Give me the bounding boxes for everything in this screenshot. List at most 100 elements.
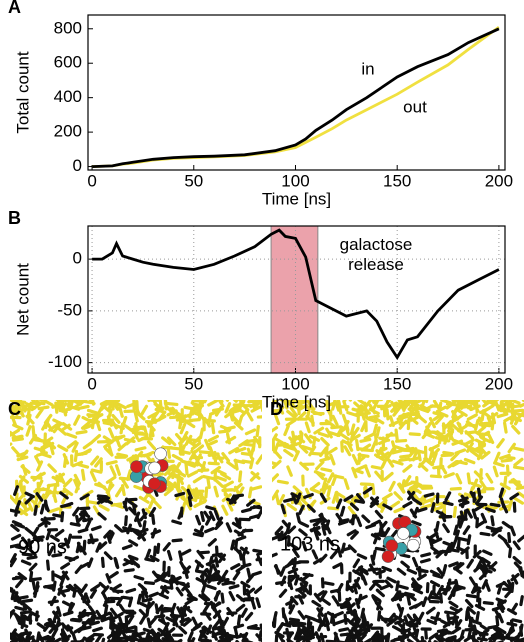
lipid-yellow — [511, 424, 521, 435]
lipid-black — [301, 540, 308, 552]
lipid-black — [77, 624, 87, 634]
lipid-black — [332, 562, 343, 570]
lipid-yellow — [61, 404, 68, 417]
lipid-black — [84, 633, 95, 642]
lipid-black — [287, 567, 299, 575]
lipid-black — [280, 503, 286, 515]
lipid-black — [135, 516, 142, 528]
lipid-black — [243, 596, 255, 601]
lipid-black — [144, 557, 156, 563]
lipid-yellow — [370, 465, 383, 471]
lipid-black — [100, 611, 111, 619]
lipid-black — [127, 596, 134, 608]
x-tick-label: 50 — [184, 374, 203, 393]
axes-frame — [87, 14, 506, 171]
lipid-yellow — [332, 474, 345, 480]
lipid-yellow — [238, 400, 242, 402]
lipid-yellow — [242, 400, 246, 404]
lipid-yellow — [250, 400, 255, 402]
lipid-black — [338, 627, 350, 633]
lipid-black — [80, 597, 90, 607]
annotation: out — [403, 97, 427, 116]
lipid-yellow — [165, 405, 176, 416]
lipid-yellow — [17, 507, 29, 517]
lipid-black — [76, 541, 83, 553]
lipid-black — [160, 613, 166, 625]
lipid-black — [240, 562, 252, 569]
lipid-black — [165, 627, 176, 636]
lipid-yellow — [188, 418, 201, 423]
lipid-yellow — [367, 414, 380, 420]
lipid-yellow — [309, 487, 322, 495]
lipid-yellow — [503, 455, 516, 460]
lipid-yellow — [451, 404, 460, 416]
lipid-black — [118, 603, 127, 614]
lipid-yellow — [395, 438, 408, 443]
lipid-black — [102, 497, 113, 505]
lipid-yellow — [77, 400, 87, 402]
lipid-yellow — [184, 462, 189, 476]
lipid-black — [357, 634, 363, 642]
lipid-yellow — [423, 422, 432, 434]
lipid-black — [203, 510, 211, 521]
lipid-black — [421, 596, 428, 608]
lipid-black — [31, 637, 38, 642]
lipid-yellow — [503, 414, 515, 423]
lipid-black — [382, 503, 393, 511]
lipid-yellow — [73, 414, 81, 426]
lipid-yellow — [403, 400, 409, 406]
lipid-yellow — [138, 495, 150, 504]
lipid-yellow — [482, 400, 493, 408]
y-tick-label: 0 — [73, 156, 82, 175]
lipid-black — [379, 521, 384, 533]
lipid-black — [96, 494, 108, 499]
lipid-black — [390, 636, 401, 642]
panel-label: C — [8, 399, 21, 419]
lipid-yellow — [357, 452, 362, 465]
panel-label: A — [8, 0, 21, 17]
lipid-yellow — [90, 468, 103, 474]
lipid-black — [25, 611, 34, 622]
lipid-yellow — [500, 458, 513, 463]
lipid-yellow — [209, 409, 221, 416]
lipid-yellow — [375, 446, 383, 459]
lipid-black — [466, 534, 472, 546]
lipid-yellow — [515, 485, 524, 491]
lipid-black — [186, 593, 198, 601]
lipid-black — [88, 612, 96, 624]
lipid-black — [389, 616, 399, 625]
lipid-black — [394, 618, 405, 625]
lipid-yellow — [86, 408, 99, 415]
lipid-yellow — [232, 400, 237, 403]
lipid-yellow — [445, 402, 459, 407]
lipid-black — [407, 491, 416, 501]
lipid-yellow — [238, 470, 243, 483]
lipid-yellow — [283, 448, 294, 458]
lipid-yellow — [198, 492, 208, 503]
lipid-yellow — [304, 421, 311, 434]
lipid-black — [276, 622, 284, 633]
lipid-black — [329, 549, 339, 560]
lipid-yellow — [326, 446, 338, 455]
lipid-black — [171, 538, 183, 543]
lipid-yellow — [187, 460, 199, 467]
lipid-black — [375, 588, 385, 598]
lipid-yellow — [224, 409, 235, 419]
lipid-yellow — [11, 437, 24, 442]
molecule-atom — [148, 461, 161, 475]
lipid-black — [246, 567, 252, 579]
lipid-black — [341, 546, 352, 552]
lipid-black — [76, 589, 85, 599]
lipid-yellow — [278, 400, 291, 405]
lipid-black — [128, 638, 136, 642]
lipid-black — [397, 584, 409, 590]
lipid-yellow — [28, 433, 38, 445]
shaded-region — [270, 225, 319, 374]
lipid-yellow — [299, 461, 309, 471]
lipid-black — [133, 575, 145, 581]
lipid-black — [474, 583, 482, 594]
lipid-black — [241, 631, 249, 642]
lipid-yellow — [272, 461, 277, 466]
lipid-black — [345, 580, 350, 592]
lipid-black — [74, 564, 83, 574]
